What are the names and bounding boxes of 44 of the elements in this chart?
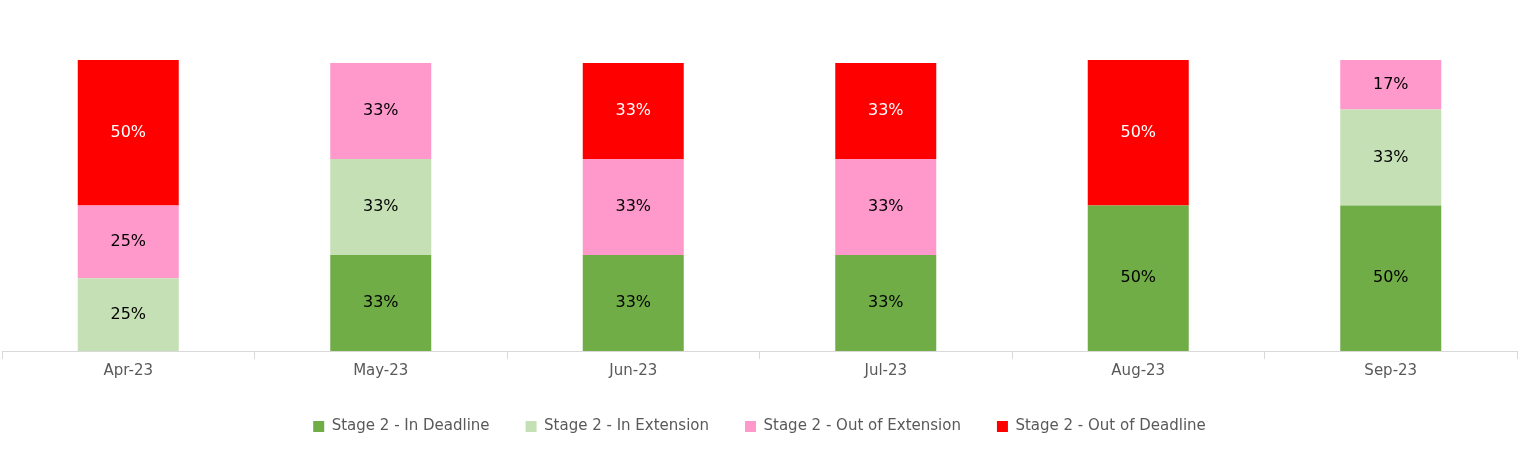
bar (1087, 205, 1189, 351)
bar (582, 254, 684, 351)
data-label: 33% (867, 100, 904, 120)
x-tick-label: Jul-23 (863, 360, 908, 379)
legend-label: Stage 2 - Out of Extension (763, 416, 961, 435)
data-label: 50% (110, 121, 147, 141)
data-label: 33% (615, 292, 652, 312)
data-label: 50% (1120, 267, 1157, 287)
bar (77, 205, 179, 279)
bar (77, 278, 179, 351)
data-label: 33% (615, 100, 652, 120)
bar (77, 60, 179, 206)
legend-label: Stage 2 - In Extension (544, 416, 710, 435)
x-tick-label: May-23 (353, 360, 409, 379)
bar (330, 254, 432, 351)
bar (582, 62, 684, 159)
bar (330, 62, 432, 159)
data-label: 33% (362, 292, 399, 312)
bar (835, 254, 937, 351)
bar (835, 62, 937, 159)
x-tick-label: Apr-23 (103, 360, 153, 379)
legend-label: Stage 2 - In Deadline (331, 416, 490, 435)
data-label: 33% (867, 196, 904, 216)
bar (1340, 205, 1442, 351)
bar (1340, 109, 1442, 206)
data-label: 25% (110, 303, 147, 323)
data-label: 25% (110, 231, 147, 251)
data-label: 17% (1372, 73, 1409, 93)
data-label: 33% (615, 196, 652, 216)
data-label: 33% (362, 196, 399, 216)
x-tick-label: Aug-23 (1111, 360, 1166, 379)
bar (582, 158, 684, 255)
data-label: 50% (1372, 267, 1409, 287)
bar (835, 158, 937, 255)
bar (1340, 60, 1442, 110)
bar (1087, 60, 1189, 206)
data-label: 33% (362, 100, 399, 120)
bar (330, 158, 432, 255)
legend-label: Stage 2 - Out of Deadline (1015, 416, 1206, 435)
x-tick-label: Sep-23 (1364, 360, 1418, 379)
data-label: 50% (1120, 121, 1157, 141)
data-label: 33% (1372, 146, 1409, 166)
data-label: 33% (867, 292, 904, 312)
x-tick-label: Jun-23 (608, 360, 658, 379)
